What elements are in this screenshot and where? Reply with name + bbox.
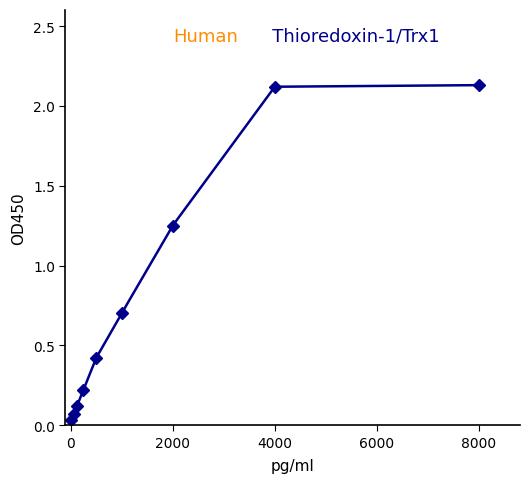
X-axis label: pg/ml: pg/ml [271,458,314,473]
Y-axis label: OD450: OD450 [11,192,26,244]
Text: Human: Human [173,28,238,45]
Text: Thioredoxin-1/Trx1: Thioredoxin-1/Trx1 [255,28,440,45]
